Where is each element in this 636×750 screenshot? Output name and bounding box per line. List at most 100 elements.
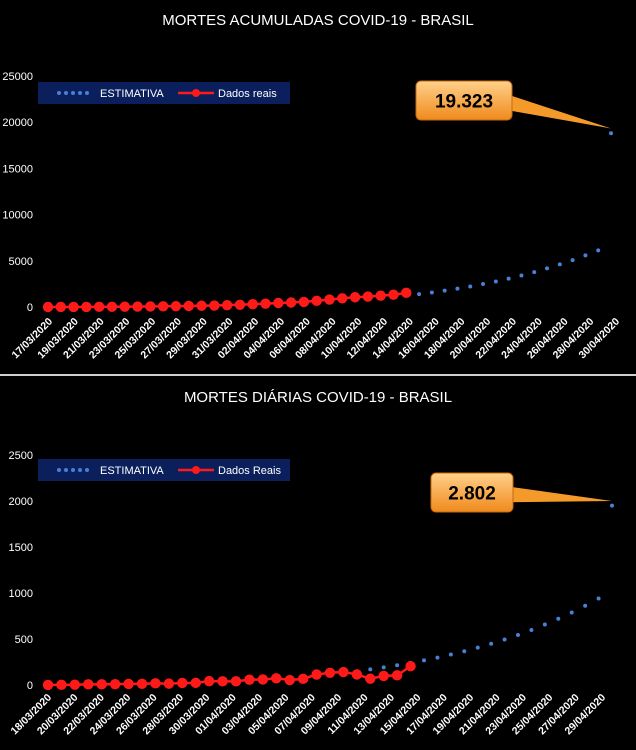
legend: ESTIMATIVA Dados Reais: [38, 459, 290, 481]
real-data-point: [257, 674, 269, 685]
real-data-point: [324, 294, 335, 305]
chart-title: MORTES DIÁRIAS COVID-19 - BRASIL: [184, 389, 452, 406]
estimate-point: [557, 262, 562, 267]
real-data-point: [56, 679, 67, 691]
real-data-point: [150, 678, 161, 689]
estimate-point: [422, 658, 426, 663]
y-tick-label: 500: [15, 634, 33, 646]
estimate-point: [609, 131, 613, 136]
real-data-point: [362, 291, 374, 302]
real-data-point: [145, 301, 156, 312]
legend-estimate-swatch: [78, 91, 82, 95]
daily-deaths-chart: MORTES DIÁRIAS COVID-19 - BRASIL 0 500 100…: [0, 376, 636, 750]
estimate-point: [596, 596, 601, 601]
real-data-point: [349, 292, 361, 303]
estimate-point: [506, 276, 511, 281]
estimate-point: [417, 292, 422, 297]
series-estimativa: [46, 131, 613, 309]
callout: 2.802: [430, 472, 612, 513]
y-tick-label: 2000: [9, 496, 33, 508]
real-data-point: [234, 299, 246, 310]
estimate-point: [455, 286, 460, 291]
real-data-point: [55, 301, 66, 313]
estimate-point: [569, 610, 574, 615]
estimate-point: [493, 279, 498, 284]
estimate-point: [381, 665, 386, 670]
real-data-point: [298, 296, 310, 308]
callout-value: 2.802: [448, 484, 496, 505]
estimate-point: [583, 603, 588, 608]
legend-label-real: Dados Reais: [218, 465, 281, 477]
chart-divider: [0, 374, 636, 376]
estimate-point: [516, 632, 520, 637]
cumulative-deaths-chart: MORTES ACUMULADAS COVID-19 - BRASIL 0 500…: [0, 0, 636, 374]
cumulative-chart-svg: MORTES ACUMULADAS COVID-19 - BRASIL 0 500…: [2, 12, 622, 361]
real-data-point: [170, 300, 182, 312]
real-data-point: [217, 676, 228, 687]
callout: 19.323: [415, 80, 611, 129]
legend-label-estimativa: ESTIMATIVA: [100, 88, 164, 100]
y-tick-label: 1500: [9, 542, 33, 554]
real-data-point: [42, 679, 54, 691]
y-tick-label: 2500: [9, 450, 33, 462]
y-tick-label: 10000: [2, 210, 33, 222]
legend-estimate-swatch: [64, 91, 68, 95]
estimate-point: [435, 655, 440, 660]
estimate-point: [519, 273, 524, 278]
real-data-point: [96, 679, 107, 690]
real-data-point: [311, 669, 322, 680]
real-data-point: [273, 297, 284, 309]
real-data-point: [209, 300, 220, 311]
estimate-point: [545, 266, 550, 271]
estimate-point: [570, 258, 575, 263]
estimate-point: [395, 663, 400, 668]
real-data-point: [244, 674, 255, 685]
real-data-point: [337, 293, 348, 304]
estimate-point: [429, 290, 434, 295]
real-data-point: [106, 301, 118, 312]
legend-real-swatch-marker: [192, 89, 200, 97]
y-tick-label: 0: [27, 680, 33, 692]
real-data-point: [183, 300, 194, 312]
callout-pointer: [509, 486, 612, 503]
real-data-point: [81, 301, 92, 313]
callout-box: [415, 80, 513, 121]
real-data-point: [119, 301, 130, 312]
real-data-point: [69, 679, 81, 690]
series-estimativa: [46, 503, 614, 687]
real-data-point: [93, 301, 105, 313]
legend: ESTIMATIVA Dados reais: [38, 82, 290, 104]
real-data-point: [405, 661, 416, 672]
real-data-point: [196, 300, 207, 311]
estimate-point: [442, 288, 447, 293]
estimate-point: [529, 627, 534, 632]
series-real: [42, 661, 416, 691]
real-data-point: [190, 677, 201, 689]
callout-box: [430, 472, 514, 513]
estimate-point: [532, 270, 537, 275]
estimate-point: [462, 649, 467, 654]
y-tick-label: 15000: [2, 163, 33, 175]
estimate-point: [542, 622, 547, 627]
daily-chart-svg: MORTES DIÁRIAS COVID-19 - BRASIL 0 500 100…: [8, 389, 614, 737]
real-data-point: [297, 673, 309, 685]
real-data-point: [351, 669, 363, 680]
estimate-point: [502, 637, 507, 642]
real-data-point: [375, 290, 386, 301]
real-data-line: [47, 665, 412, 687]
chart-title: MORTES ACUMULADAS COVID-19 - BRASIL: [162, 12, 473, 29]
y-tick-label: 0: [27, 302, 33, 314]
legend-estimate-swatch: [71, 468, 75, 472]
legend-box: [38, 459, 290, 481]
legend-estimate-swatch: [64, 468, 68, 472]
estimate-point: [481, 282, 486, 287]
real-data-point: [203, 675, 215, 687]
legend-estimate-swatch: [57, 468, 61, 472]
real-data-point: [284, 674, 295, 686]
estimate-point: [475, 645, 480, 650]
real-data-point: [83, 679, 94, 690]
real-data-point: [338, 666, 349, 678]
legend-estimate-swatch: [85, 91, 89, 95]
legend-label-estimativa: ESTIMATIVA: [100, 465, 164, 477]
y-tick-label: 1000: [9, 588, 33, 600]
